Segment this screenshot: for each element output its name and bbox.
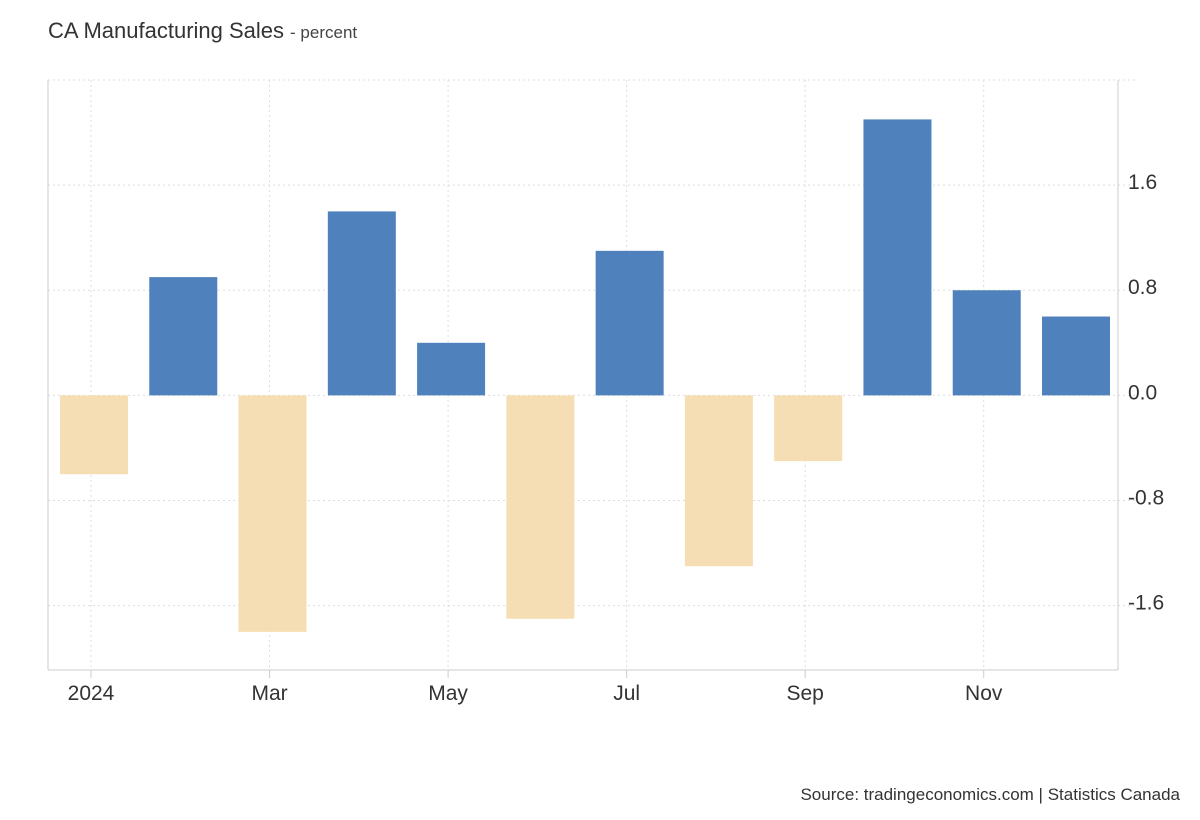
- x-tick-label: Nov: [965, 682, 1003, 705]
- chart-title: CA Manufacturing Sales: [48, 18, 285, 43]
- y-tick-label: 0.8: [1128, 276, 1157, 299]
- bar-11: [952, 290, 1021, 396]
- y-tick-label: 0.0: [1128, 381, 1157, 404]
- chart-title-block: CA Manufacturing Sales - percent: [48, 18, 357, 44]
- bars: [60, 119, 1110, 632]
- x-tick-label: Mar: [251, 682, 287, 705]
- source-note: Source: tradingeconomics.com | Statistic…: [800, 785, 1180, 804]
- x-tick-label: May: [428, 682, 468, 705]
- y-axis-labels: 1.6 0.8 0.0 -0.8 -1.6: [1128, 171, 1164, 614]
- bar-4: [327, 211, 396, 396]
- bar-8: [684, 395, 753, 567]
- x-tick-label: Sep: [786, 682, 823, 705]
- bar-6: [506, 395, 575, 619]
- x-axis-labels: 2024 Mar May Jul Sep Nov: [68, 682, 1003, 705]
- y-tick-label: -0.8: [1128, 486, 1164, 509]
- bar-9: [774, 395, 843, 462]
- axes: [47, 80, 1119, 678]
- bar-7: [595, 250, 664, 396]
- bar-1: [60, 395, 128, 475]
- bar-10: [863, 119, 932, 396]
- chart-subtitle: - percent: [290, 23, 358, 42]
- y-tick-label: -1.6: [1128, 592, 1164, 615]
- bar-2: [149, 277, 218, 396]
- y-tick-label: 1.6: [1128, 171, 1157, 194]
- bar-5: [417, 342, 486, 396]
- bar-12: [1042, 316, 1110, 396]
- bar-3: [238, 395, 307, 632]
- x-tick-label: Jul: [613, 682, 640, 705]
- x-tick-label: 2024: [68, 682, 115, 705]
